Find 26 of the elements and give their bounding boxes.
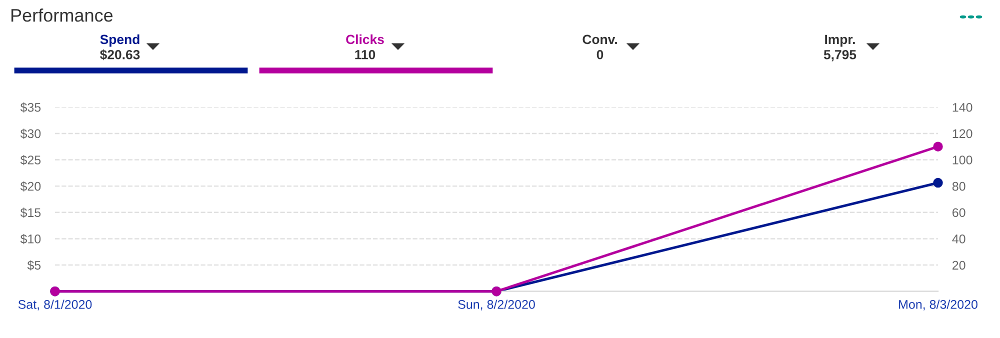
y-tick-label: $10 (20, 234, 41, 244)
x-tick-label: Sat, 8/1/2020 (18, 300, 92, 310)
y2-tick-label: 80 (952, 182, 966, 191)
y2-tick-label: 120 (952, 129, 972, 138)
y-tick-label: $25 (20, 155, 41, 166)
y2-tick-label: 140 (952, 102, 972, 112)
text: 5,795 (824, 50, 856, 62)
x-tick-label: Sun, 8/2/2020 (458, 300, 535, 310)
chart-title: Performance (11, 8, 113, 22)
y-tick-label: $20 (20, 181, 41, 192)
y-tick-label: $30 (20, 128, 41, 139)
y-tick-label: $15 (20, 208, 41, 218)
y2-tick-label: 60 (952, 208, 966, 218)
y-tick-label: $5 (27, 260, 41, 270)
text: Spend (100, 34, 140, 47)
text: 0 (596, 50, 604, 60)
y2-tick-label: 40 (952, 234, 966, 244)
text: $20.63 (100, 49, 140, 60)
y-tick-label: $35 (20, 102, 41, 113)
text: Conv. (582, 34, 617, 44)
x-tick-label: Mon, 8/3/2020 (899, 300, 978, 310)
y2-tick-label: 100 (952, 156, 972, 164)
text: 110 (355, 50, 376, 60)
y2-tick-label: 20 (952, 260, 966, 270)
text: Impr. (825, 34, 855, 47)
text: Clicks (346, 34, 384, 44)
